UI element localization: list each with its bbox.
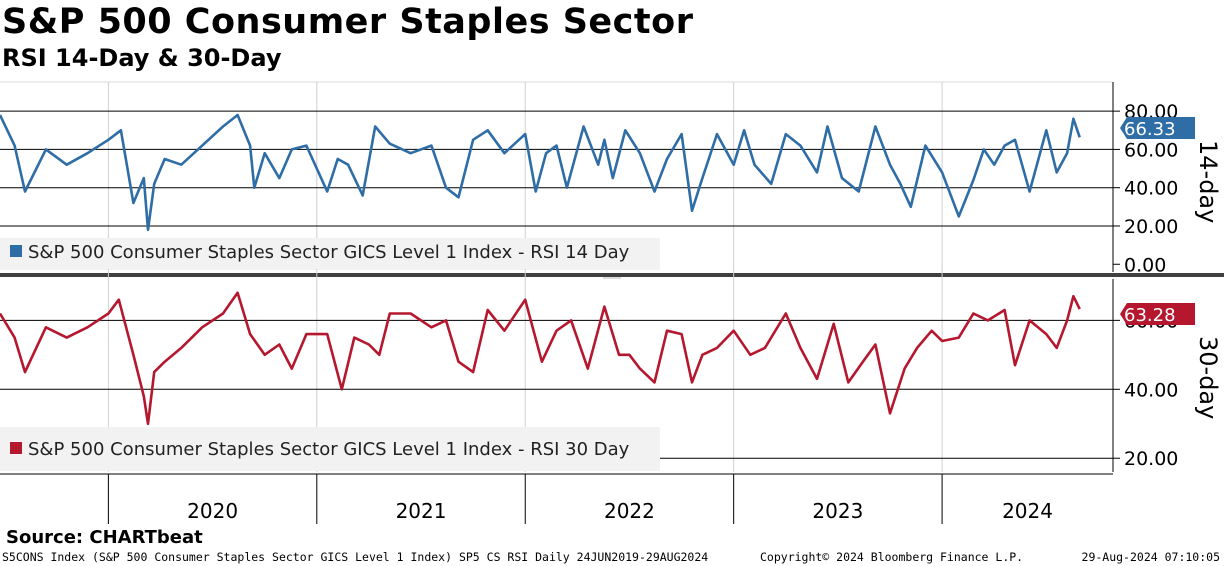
top-legend-swatch — [10, 245, 22, 257]
panel-divider — [0, 273, 1224, 277]
x-year-label: 2024 — [1002, 499, 1053, 523]
rsi30-last-value: 63.28 — [1124, 305, 1176, 326]
footer-copyright: Copyright© 2024 Bloomberg Finance L.P. — [760, 550, 1024, 564]
x-year-label: 2022 — [604, 499, 655, 523]
rsi30-ytick-label: 20.00 — [1124, 448, 1178, 470]
x-year-label: 2020 — [187, 499, 238, 523]
top-legend-label: S&P 500 Consumer Staples Sector GICS Lev… — [28, 242, 630, 263]
rsi14-series-line — [0, 113, 1081, 232]
bottom-legend-swatch — [10, 442, 22, 454]
footer-ticker-info: S5CONS Index (S&P 500 Consumer Staples S… — [2, 550, 709, 564]
rsi14-last-value-badge — [1120, 117, 1195, 139]
rsi14-ytick-label: 60.00 — [1124, 139, 1178, 161]
chart-subtitle: RSI 14-Day & 30-Day — [2, 44, 282, 72]
rsi14-ytick-label: 0.00 — [1124, 254, 1166, 276]
footer-timestamp: 29-Aug-2024 07:10:05 — [1081, 550, 1220, 564]
bottom-axis-label: 30-day — [1194, 336, 1222, 419]
rsi30-ytick-label: 40.00 — [1124, 379, 1178, 401]
bottom-legend-label: S&P 500 Consumer Staples Sector GICS Lev… — [28, 439, 630, 460]
rsi14-ytick-label: 20.00 — [1124, 216, 1178, 238]
rsi30-series-line — [0, 291, 1081, 426]
rsi30-last-value-badge — [1120, 303, 1195, 325]
x-year-label: 2023 — [812, 499, 863, 523]
source-label: Source: CHARTbeat — [6, 527, 203, 548]
top-axis-label: 14-day — [1194, 140, 1222, 223]
rsi14-ytick-label: 40.00 — [1124, 178, 1178, 200]
rsi14-last-value: 66.33 — [1124, 119, 1176, 140]
bottom-legend-box — [0, 427, 660, 471]
x-year-label: 2021 — [396, 499, 447, 523]
top-legend-box — [0, 238, 660, 270]
chart-title: S&P 500 Consumer Staples Sector — [2, 2, 694, 42]
